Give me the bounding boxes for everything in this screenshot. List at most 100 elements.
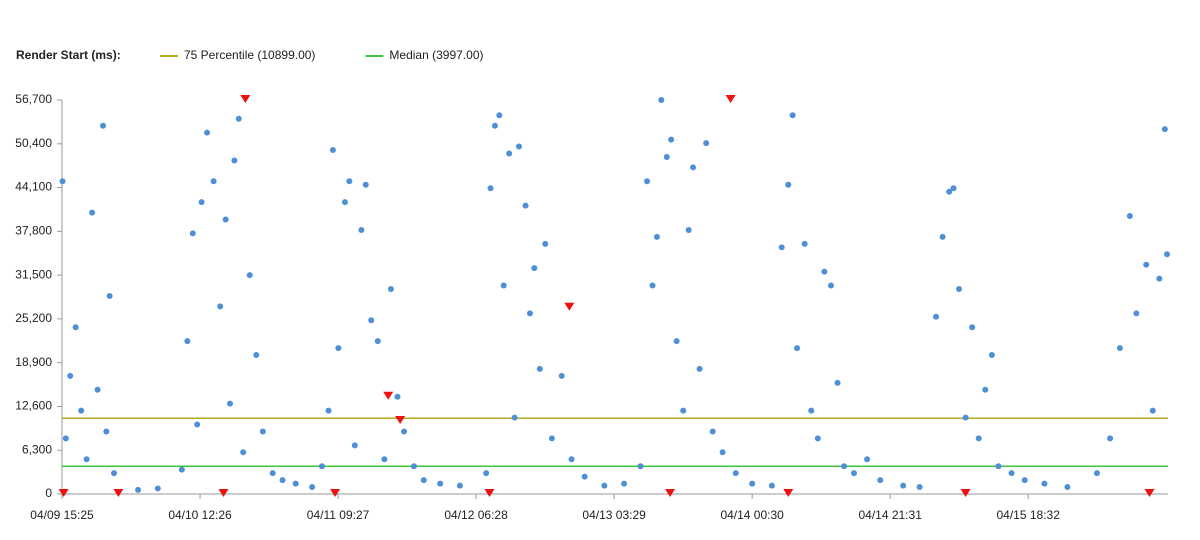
point <box>341 199 348 206</box>
point <box>982 386 989 393</box>
point <box>387 286 394 293</box>
point <box>401 428 408 435</box>
marker <box>725 95 736 103</box>
point <box>1149 407 1156 414</box>
point <box>189 230 196 237</box>
x-tick-label: 04/14 00:30 <box>720 508 784 522</box>
point <box>1021 477 1028 484</box>
point <box>240 449 247 456</box>
point <box>601 482 608 489</box>
marker <box>783 489 794 497</box>
point <box>269 470 276 477</box>
point <box>346 178 353 185</box>
point <box>194 421 201 428</box>
point <box>673 338 680 345</box>
point <box>394 393 401 400</box>
point <box>178 466 185 473</box>
point <box>581 473 588 480</box>
point <box>259 428 266 435</box>
point <box>246 272 253 279</box>
y-tick-label: 18,900 <box>15 355 52 369</box>
point <box>362 181 369 188</box>
point <box>719 449 726 456</box>
point <box>437 480 444 487</box>
point <box>962 414 969 421</box>
point <box>668 136 675 143</box>
point <box>483 470 490 477</box>
point <box>227 400 234 407</box>
point <box>1156 275 1163 282</box>
legend: 75 Percentile (10899.00) Median (3997.00) <box>160 48 483 62</box>
point <box>814 435 821 442</box>
point <box>204 129 211 136</box>
point <box>1133 310 1140 317</box>
point <box>768 482 775 489</box>
marker <box>484 489 495 497</box>
point <box>542 240 549 247</box>
point <box>834 379 841 386</box>
point <box>110 470 117 477</box>
legend-label: Median (3997.00) <box>389 48 483 62</box>
point <box>1116 345 1123 352</box>
y-tick-label: 6,300 <box>22 442 52 456</box>
point <box>526 310 533 317</box>
point <box>778 244 785 251</box>
marker <box>1144 489 1155 497</box>
point <box>841 463 848 470</box>
point <box>351 442 358 449</box>
point <box>1143 261 1150 268</box>
legend-label: 75 Percentile (10899.00) <box>184 48 315 62</box>
point <box>184 338 191 345</box>
x-tick-label: 04/14 21:31 <box>858 508 922 522</box>
point <box>381 456 388 463</box>
point <box>83 456 90 463</box>
marker <box>240 95 251 103</box>
point <box>1064 484 1071 491</box>
point <box>637 463 644 470</box>
point <box>946 188 953 195</box>
point <box>649 282 656 289</box>
y-tick-label: 37,800 <box>15 224 52 238</box>
point <box>877 477 884 484</box>
point <box>789 112 796 119</box>
point <box>62 435 69 442</box>
point <box>690 164 697 171</box>
point <box>253 352 260 359</box>
y-tick-label: 50,400 <box>15 136 52 150</box>
point <box>1008 470 1015 477</box>
point <box>644 178 651 185</box>
y-tick-label: 44,100 <box>15 180 52 194</box>
point <box>89 209 96 216</box>
x-tick-label: 04/13 03:29 <box>582 508 646 522</box>
point <box>496 112 503 119</box>
marker <box>960 489 971 497</box>
point <box>1161 126 1168 133</box>
point <box>309 484 316 491</box>
point <box>511 414 518 421</box>
x-tick-label: 04/09 15:25 <box>30 508 94 522</box>
point <box>827 282 834 289</box>
point <box>374 338 381 345</box>
point <box>103 428 110 435</box>
point <box>368 317 375 324</box>
y-tick-label: 0 <box>45 486 52 500</box>
point <box>522 202 529 209</box>
point <box>491 122 498 129</box>
point <box>969 324 976 331</box>
point <box>531 265 538 272</box>
point <box>420 477 427 484</box>
point <box>135 486 142 493</box>
point <box>410 463 417 470</box>
point <box>558 372 565 379</box>
x-tick-label: 04/12 06:28 <box>444 508 508 522</box>
point <box>487 185 494 192</box>
point <box>78 407 85 414</box>
y-tick-label: 12,600 <box>15 399 52 413</box>
point <box>568 456 575 463</box>
point <box>154 485 161 492</box>
point <box>106 292 113 299</box>
point <box>939 233 946 240</box>
point <box>801 240 808 247</box>
point <box>231 157 238 164</box>
